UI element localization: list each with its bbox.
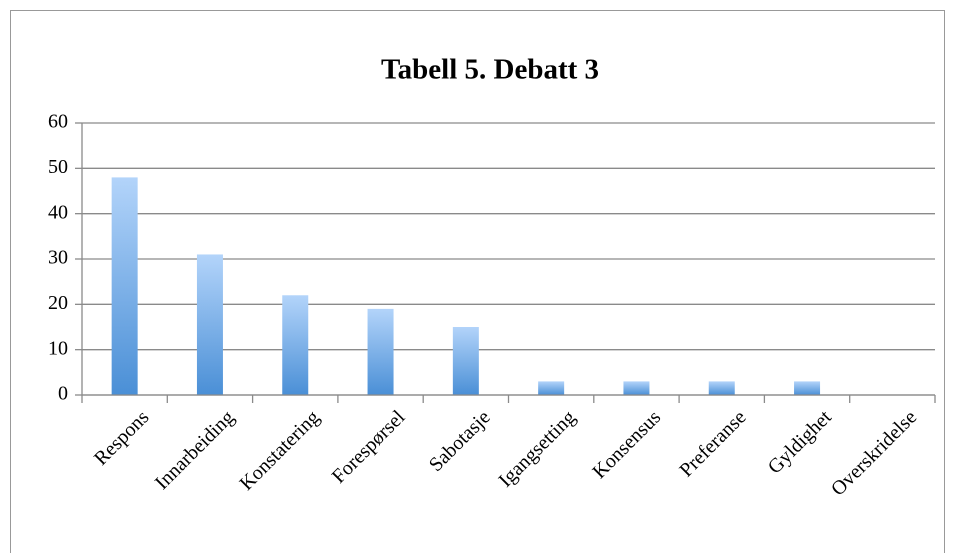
bar — [623, 381, 650, 395]
chart-title: Tabell 5. Debatt 3 — [381, 54, 599, 86]
y-tick-label: 60 — [48, 111, 68, 133]
bar — [282, 295, 309, 395]
chart-frame — [10, 10, 945, 558]
bar — [196, 254, 223, 395]
y-tick-label: 50 — [48, 156, 68, 178]
y-tick-label: 10 — [48, 337, 68, 359]
y-tick-label: 30 — [48, 247, 68, 269]
bar — [794, 381, 821, 395]
bar — [538, 381, 565, 395]
bar — [111, 177, 138, 395]
y-tick-label: 20 — [48, 292, 68, 314]
bar — [452, 327, 479, 395]
y-tick-label: 40 — [48, 201, 68, 223]
bar — [367, 308, 394, 395]
bar — [708, 381, 735, 395]
y-tick-label: 0 — [58, 383, 68, 405]
